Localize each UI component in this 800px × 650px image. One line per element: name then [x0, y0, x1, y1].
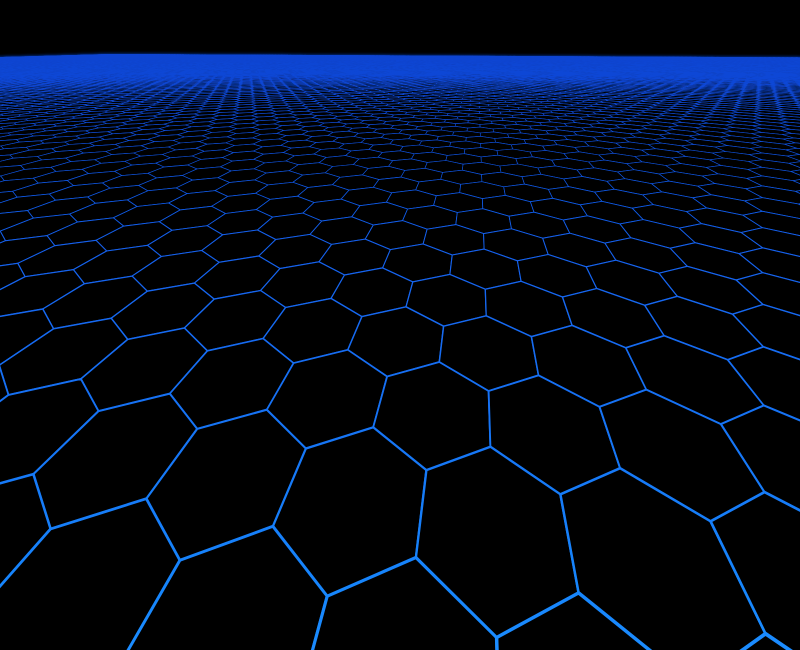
- hex-cells: [0, 54, 800, 650]
